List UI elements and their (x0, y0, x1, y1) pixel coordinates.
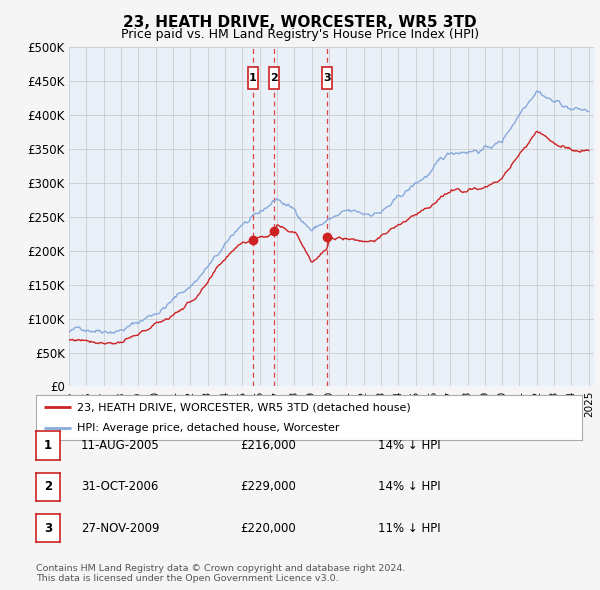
Text: 3: 3 (323, 73, 331, 83)
FancyBboxPatch shape (322, 67, 332, 88)
FancyBboxPatch shape (269, 67, 279, 88)
Text: £229,000: £229,000 (240, 480, 296, 493)
Text: 14% ↓ HPI: 14% ↓ HPI (378, 439, 440, 452)
Text: Price paid vs. HM Land Registry's House Price Index (HPI): Price paid vs. HM Land Registry's House … (121, 28, 479, 41)
Text: 11% ↓ HPI: 11% ↓ HPI (378, 522, 440, 535)
Text: 23, HEATH DRIVE, WORCESTER, WR5 3TD: 23, HEATH DRIVE, WORCESTER, WR5 3TD (123, 15, 477, 30)
Text: 1: 1 (44, 439, 52, 452)
Text: 31-OCT-2006: 31-OCT-2006 (81, 480, 158, 493)
Text: 2: 2 (44, 480, 52, 493)
Text: 1: 1 (249, 73, 257, 83)
Text: £220,000: £220,000 (240, 522, 296, 535)
FancyBboxPatch shape (248, 67, 257, 88)
Text: Contains HM Land Registry data © Crown copyright and database right 2024.
This d: Contains HM Land Registry data © Crown c… (36, 563, 406, 583)
Text: 14% ↓ HPI: 14% ↓ HPI (378, 480, 440, 493)
Text: 23, HEATH DRIVE, WORCESTER, WR5 3TD (detached house): 23, HEATH DRIVE, WORCESTER, WR5 3TD (det… (77, 402, 410, 412)
Text: 11-AUG-2005: 11-AUG-2005 (81, 439, 160, 452)
Text: 27-NOV-2009: 27-NOV-2009 (81, 522, 160, 535)
Text: 2: 2 (270, 73, 278, 83)
Text: £216,000: £216,000 (240, 439, 296, 452)
Text: HPI: Average price, detached house, Worcester: HPI: Average price, detached house, Worc… (77, 422, 340, 432)
Text: 3: 3 (44, 522, 52, 535)
